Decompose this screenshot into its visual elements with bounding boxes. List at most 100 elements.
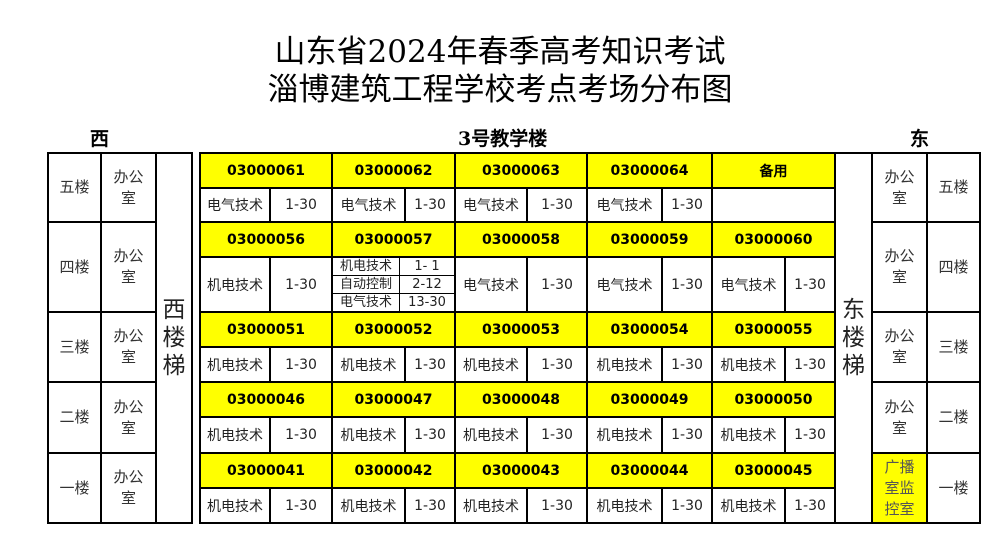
- room-code: 03000061: [199, 152, 333, 189]
- subject-name: 电气技术: [454, 187, 528, 223]
- room-code-label: 03000041: [227, 462, 305, 479]
- room-code: 03000051: [199, 311, 333, 348]
- seat-range-label: 1-30: [541, 356, 573, 373]
- east-office-label: 办公室: [884, 247, 915, 286]
- east-office-label: 办公室: [884, 397, 915, 437]
- floor-label: 一楼: [926, 452, 981, 524]
- floor-name: 一楼: [59, 478, 90, 497]
- west-office-label: 办公室: [113, 167, 144, 207]
- room-code-label: 03000049: [610, 391, 689, 408]
- empty-cell: [711, 187, 836, 223]
- subject-row: 机电技术 1-30 机电技术 1-30 机电技术 1-30 机电技术 1-30 机电技术 1-30: [48, 346, 980, 383]
- seat-range: 1-30: [784, 256, 836, 313]
- floor-name: 二楼: [938, 408, 969, 426]
- room-code-label: 03000061: [227, 162, 305, 179]
- seat-range: 1-30: [661, 346, 713, 383]
- seat-range: 1-30: [661, 487, 713, 524]
- seat-range: 1- 1: [414, 259, 440, 274]
- subject-name: 机电技术: [331, 346, 406, 383]
- room-code-label: 03000062: [354, 162, 433, 179]
- room-code-label: 03000046: [227, 391, 305, 408]
- seat-range-label: 1-30: [794, 497, 826, 514]
- subject-name-label: 机电技术: [596, 428, 653, 444]
- floor-name: 四楼: [938, 257, 969, 276]
- seat-range: 1-30: [661, 416, 713, 454]
- west-office-label: 办公室: [113, 468, 144, 507]
- floor-name: 三楼: [938, 337, 969, 356]
- seat-range: 1-30: [404, 346, 456, 383]
- room-code-label: 03000063: [482, 162, 560, 179]
- subject-name: 电气技术: [331, 187, 406, 223]
- subject-name-label: 机电技术: [720, 357, 777, 374]
- east-stair-label: 东楼梯: [842, 297, 865, 379]
- room-code-label: 03000043: [482, 462, 560, 479]
- room-code-label: 03000042: [354, 462, 433, 479]
- subject-row: 机电技术 1-30 机电技术 1- 1 自动控制 2-12 电气技术 13-30 电气技术 1-3…: [48, 256, 980, 313]
- subject-name-label: 电气技术: [720, 277, 777, 294]
- subject-name: 机电技术: [199, 487, 271, 524]
- room-code-label: 备用: [759, 163, 788, 180]
- room-code-row: 五楼 办公室 西楼梯 03000061 03000062 03000063 03000064…: [47, 152, 981, 524]
- floor-label: 一楼: [47, 452, 102, 524]
- room-code-label: 03000052: [354, 321, 433, 338]
- west-office: 办公室: [100, 381, 157, 454]
- subject-name: 机电技术: [711, 416, 786, 454]
- seat-range: 2-12: [412, 277, 442, 292]
- subject-entry: 机电技术 1- 1: [334, 259, 453, 276]
- room-code-label: 03000050: [734, 391, 813, 408]
- title-line-2: 淄博建筑工程学校考点考场分布图: [267, 72, 733, 108]
- floor-name: 五楼: [59, 178, 90, 196]
- seat-range-label: 1-30: [414, 497, 446, 514]
- subject-name-label: 电气技术: [596, 198, 653, 214]
- subject-name: 自动控制: [334, 276, 400, 293]
- title-line-1: 山东省2024年春季高考知识考试: [274, 34, 726, 70]
- seat-range-label: 1-30: [671, 497, 703, 514]
- seat-range-label: 1-30: [285, 427, 317, 443]
- subject-name: 机电技术: [454, 487, 528, 524]
- west-office-label: 办公室: [113, 327, 144, 366]
- room-code: 03000053: [454, 311, 588, 348]
- seat-range: 1-30: [784, 416, 836, 454]
- room-code: 03000041: [199, 452, 333, 489]
- room-code: 03000045: [711, 452, 836, 489]
- subject-name: 机电技术: [454, 416, 528, 454]
- floor-label: 二楼: [47, 381, 102, 454]
- subject-name: 电气技术: [586, 187, 663, 223]
- floor-name: 五楼: [938, 178, 969, 196]
- west-stair: 西楼梯: [155, 152, 193, 524]
- room-code: 03000048: [454, 381, 588, 418]
- subject-name-label: 机电技术: [340, 498, 397, 515]
- room-code: 03000063: [454, 152, 588, 189]
- east-office: 办公室: [871, 311, 928, 383]
- subject-name-label: 机电技术: [463, 428, 519, 444]
- subject-name-label: 机电技术: [207, 428, 263, 444]
- room-code: 03000044: [586, 452, 713, 489]
- seat-range-label: 1-30: [285, 497, 317, 514]
- subject-name: 机电技术: [331, 416, 406, 454]
- floor-label: 五楼: [47, 152, 102, 223]
- east-office: 办公室: [871, 152, 928, 223]
- subject-name-label: 机电技术: [340, 428, 397, 444]
- east-label: 东: [910, 128, 930, 150]
- east-office: 广播室监控室: [871, 452, 928, 524]
- seat-range-label: 1-30: [285, 356, 317, 373]
- room-code-label: 03000059: [610, 231, 689, 248]
- subject-name: 电气技术: [199, 187, 271, 223]
- seat-range-label: 1-30: [541, 497, 573, 514]
- seat-range: 1-30: [404, 416, 456, 454]
- seat-range-label: 1-30: [794, 427, 826, 443]
- east-stair: 东楼梯: [834, 152, 873, 524]
- room-code: 03000062: [331, 152, 456, 189]
- west-office: 办公室: [100, 311, 157, 383]
- seat-range-label: 1-30: [285, 276, 317, 293]
- room-code-row: 二楼 办公室 03000046 03000047 03000048 03000049 030…: [47, 381, 981, 454]
- seat-range-label: 1-30: [671, 427, 703, 443]
- subject-name: 机电技术: [711, 487, 786, 524]
- floor-label: 二楼: [926, 381, 981, 454]
- seat-range: 1-30: [526, 256, 588, 313]
- room-code: 03000047: [331, 381, 456, 418]
- subject-name: 电气技术: [334, 294, 400, 310]
- room-code: 03000049: [586, 381, 713, 418]
- room-code: 03000042: [331, 452, 456, 489]
- subject-name: 机电技术: [711, 346, 786, 383]
